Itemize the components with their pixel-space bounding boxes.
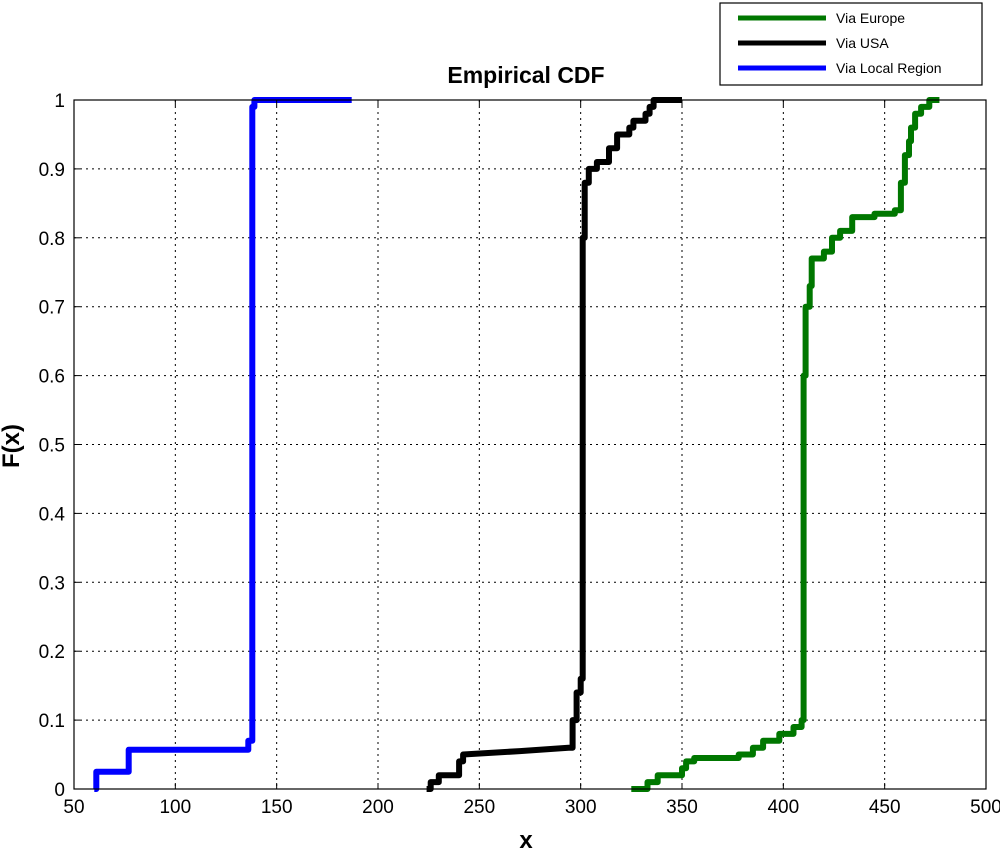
x-tick-label: 450 [869, 797, 901, 818]
x-tick-label: 200 [362, 797, 394, 818]
x-tick-label: 50 [63, 797, 84, 818]
y-tick-label: 0.1 [39, 711, 65, 732]
y-tick-label: 1 [54, 91, 65, 112]
series-line-via-europe [631, 97, 940, 792]
y-tick-label: 0.8 [39, 229, 65, 250]
x-tick-label: 300 [565, 797, 597, 818]
y-tick-label: 0.3 [39, 573, 65, 594]
y-tick-label: 0 [54, 780, 65, 801]
grid [74, 100, 986, 789]
legend: Via Europe Via USA Via Local Region [719, 2, 983, 86]
y-tick-label: 0.7 [39, 298, 65, 319]
series-group [93, 97, 940, 792]
x-tick-label: 150 [261, 797, 293, 818]
y-tick-label: 0.9 [39, 160, 65, 181]
x-tick-label: 400 [767, 797, 799, 818]
legend-label-via-europe: Via Europe [836, 10, 905, 26]
x-tick-label: 100 [159, 797, 191, 818]
legend-label-via-local-region: Via Local Region [836, 60, 942, 76]
x-axis: 50 100 150 200 250 300 350 400 450 500 [63, 100, 1000, 818]
series-line-via-local-region [93, 97, 352, 792]
x-tick-label: 250 [463, 797, 495, 818]
y-tick-label: 0.2 [39, 642, 65, 663]
y-tick-label: 0.4 [39, 504, 66, 525]
x-axis-label: x [519, 827, 533, 851]
x-tick-label: 350 [666, 797, 698, 818]
y-axis: 0 0.1 0.2 0.3 0.4 0.5 0.6 0.7 0.8 0.9 1 [39, 91, 986, 801]
x-tick-label: 500 [970, 797, 1000, 818]
series-line-via-usa [426, 97, 682, 792]
y-axis-label: F(x) [0, 424, 25, 468]
chart-title: Empirical CDF [447, 62, 604, 88]
y-tick-label: 0.6 [39, 367, 65, 388]
y-tick-label: 0.5 [39, 436, 65, 457]
legend-label-via-usa: Via USA [836, 35, 889, 51]
